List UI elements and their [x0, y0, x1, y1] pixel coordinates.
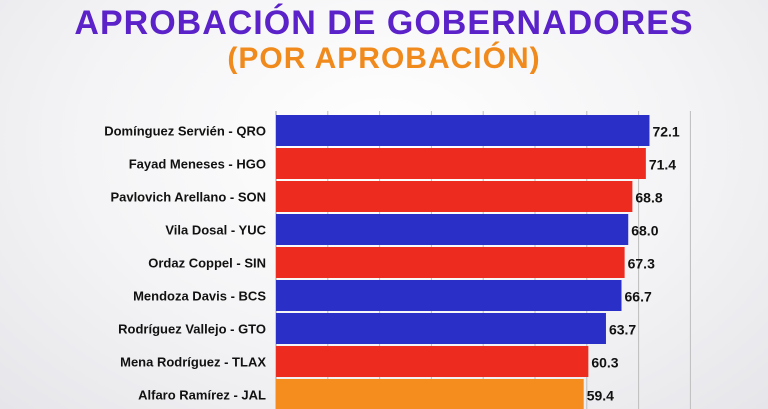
value-label: 66.7	[625, 289, 652, 305]
bar	[276, 148, 646, 179]
value-label: 60.3	[591, 355, 618, 371]
bar	[276, 214, 629, 245]
bars	[276, 115, 650, 409]
value-label: 71.4	[649, 157, 676, 173]
category-label: Pavlovich Arellano - SON	[110, 190, 266, 205]
category-label: Alfaro Ramírez - JAL	[138, 388, 266, 403]
category-label: Domínguez Servién - QRO	[104, 124, 266, 139]
value-label: 63.7	[609, 322, 636, 338]
category-label: Vila Dosal - YUC	[165, 223, 266, 238]
value-label: 59.4	[587, 388, 614, 404]
value-label: 68.8	[635, 190, 662, 206]
category-label: Mena Rodríguez - TLAX	[120, 355, 266, 370]
bar	[276, 247, 625, 278]
chart-subtitle: (POR APROBACIÓN)	[227, 42, 541, 75]
bar	[276, 181, 633, 212]
category-label: Mendoza Davis - BCS	[133, 289, 266, 304]
bar	[276, 346, 589, 377]
bar	[276, 280, 622, 311]
bar	[276, 379, 584, 409]
bar	[276, 313, 606, 344]
bar	[276, 115, 650, 146]
category-label: Rodríguez Vallejo - GTO	[118, 322, 266, 337]
category-label: Ordaz Coppel - SIN	[148, 256, 266, 271]
labels: Domínguez Servién - QRO 72.1 Fayad Meneses…	[104, 124, 680, 404]
value-label: 72.1	[652, 124, 679, 140]
value-label: 68.0	[631, 223, 658, 239]
value-label: 67.3	[628, 256, 655, 272]
category-label: Fayad Meneses - HGO	[129, 157, 266, 172]
chart-title: APROBACIÓN DE GOBERNADORES	[74, 4, 694, 42]
